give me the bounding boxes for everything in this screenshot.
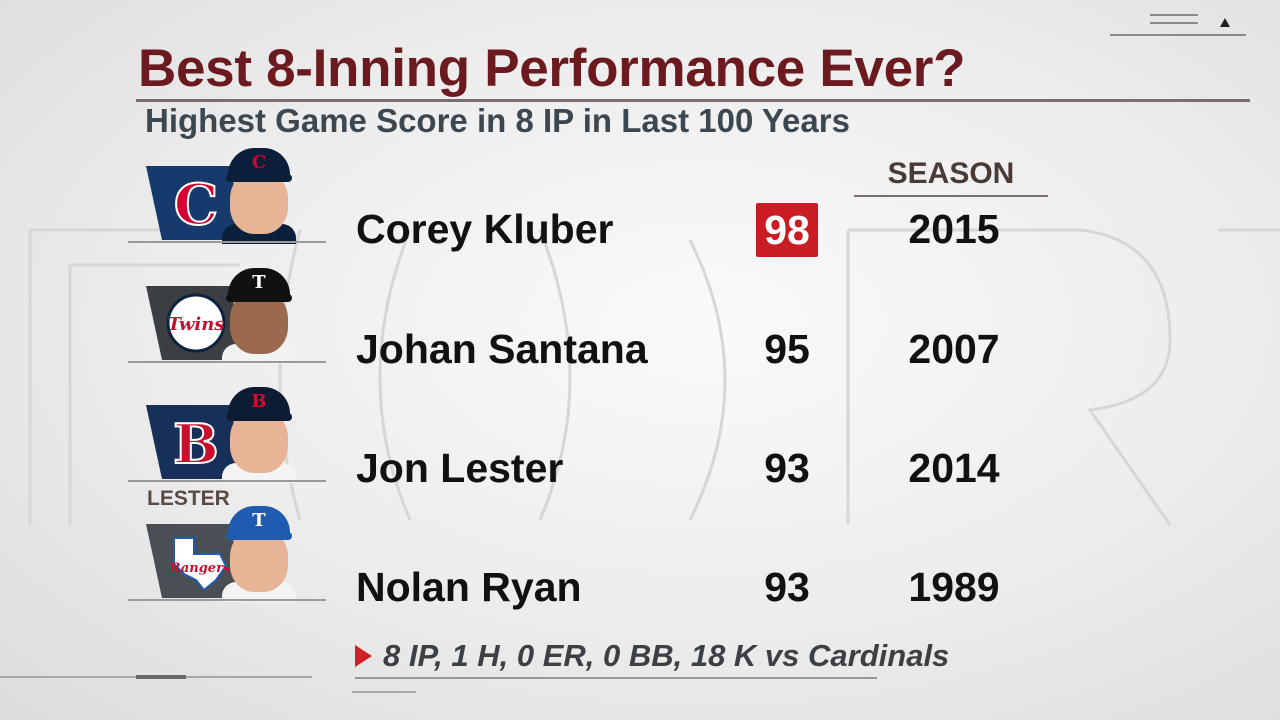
game-score: 93: [764, 445, 810, 491]
stat-footnote: 8 IP, 1 H, 0 ER, 0 BB, 18 K vs Cardinals: [355, 637, 949, 679]
up-triangle-icon: [1220, 18, 1230, 27]
player-name: Jon Lester: [356, 445, 564, 491]
player-row: C C Corey Kluber 98 2015: [0, 148, 1280, 268]
svg-text:Twins: Twins: [168, 314, 225, 335]
player-row: Twins T Johan Santana 95 2007: [0, 268, 1280, 388]
cap-logo-icon: T: [252, 510, 266, 531]
title-divider: [136, 99, 1250, 102]
cap-logo-icon: C: [251, 152, 267, 173]
player-headshot: Twins T: [128, 268, 326, 364]
bottom-accent: [136, 675, 186, 679]
cap-logo-icon: B: [251, 391, 267, 412]
season-year: 2007: [908, 326, 1000, 372]
svg-text:C: C: [174, 172, 219, 238]
game-score: 93: [764, 564, 810, 610]
play-arrow-icon: [355, 645, 372, 667]
game-score: 95: [764, 326, 810, 372]
player-headshot: Rangers T: [128, 506, 326, 602]
lester-label: LESTER: [147, 487, 230, 510]
player-name: Corey Kluber: [356, 206, 614, 252]
season-year: 2014: [908, 445, 1000, 491]
player-photo: T: [222, 268, 296, 364]
bottom-divider-short: [352, 691, 416, 693]
season-year: 2015: [908, 206, 1000, 252]
svg-text:Rangers: Rangers: [169, 561, 231, 576]
svg-text:B: B: [173, 412, 219, 476]
player-photo: T: [222, 506, 296, 602]
player-photo: C: [222, 148, 296, 244]
page-title: Best 8-Inning Performance Ever?: [138, 39, 966, 98]
game-score-highlighted: 98: [756, 203, 818, 257]
player-name: Johan Santana: [356, 326, 648, 372]
player-name: Nolan Ryan: [356, 564, 582, 610]
player-photo: B: [222, 387, 296, 483]
player-row: B B Jon Lester 93 2014: [0, 387, 1280, 507]
player-row: Rangers T Nolan Ryan 93 1989: [0, 506, 1280, 626]
player-headshot: C C: [128, 148, 326, 244]
season-year: 1989: [908, 564, 1000, 610]
footnote-text: 8 IP, 1 H, 0 ER, 0 BB, 18 K vs Cardinals: [383, 638, 950, 673]
top-right-decoration: [1110, 8, 1250, 38]
cap-logo-icon: T: [252, 272, 266, 293]
season-column-header: SEASON: [854, 157, 1048, 197]
player-headshot: B B: [128, 387, 326, 483]
page-subtitle: Highest Game Score in 8 IP in Last 100 Y…: [145, 102, 850, 139]
